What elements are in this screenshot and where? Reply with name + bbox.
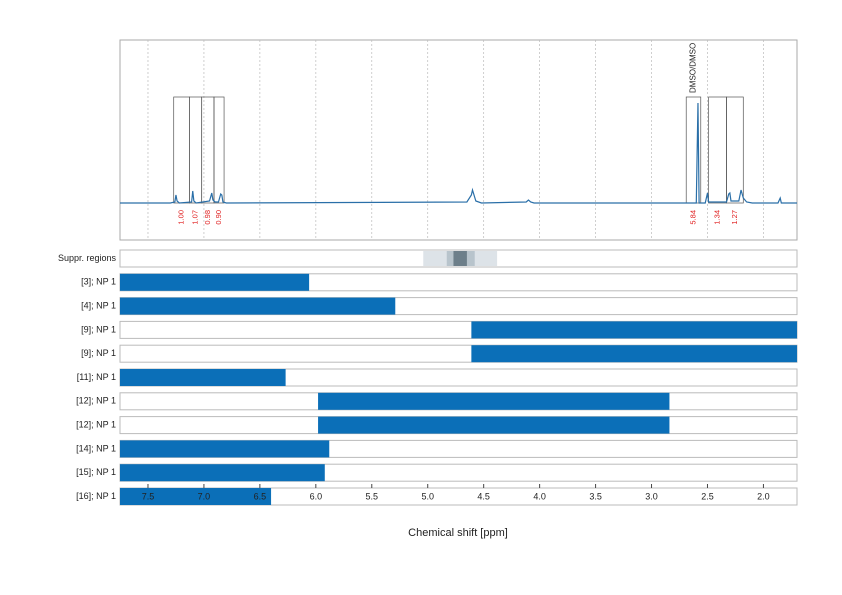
range-bar xyxy=(120,273,310,291)
integral-label: 1.34 xyxy=(713,210,722,225)
range-bar xyxy=(471,321,797,339)
x-tick-label: 5.5 xyxy=(366,491,379,501)
integral-region xyxy=(726,96,744,204)
integral-region xyxy=(189,96,203,204)
integral-region xyxy=(213,96,225,204)
integral-label: 1.27 xyxy=(730,210,739,225)
annotation: DMSO/DMSO xyxy=(689,43,698,93)
integral-label: 5.84 xyxy=(688,210,697,225)
row-label: [4]; NP 1 xyxy=(81,300,116,310)
range-bar xyxy=(120,488,272,505)
x-tick-label: 4.5 xyxy=(477,491,490,501)
integral-label: 0.98 xyxy=(203,210,212,225)
row-label: [11]; NP 1 xyxy=(77,372,116,382)
integral-region xyxy=(708,96,727,204)
x-tick-label: 5.0 xyxy=(421,491,434,501)
suppressed-region xyxy=(453,251,467,266)
integral-region xyxy=(201,96,215,204)
x-tick-label: 6.5 xyxy=(254,491,267,501)
x-tick-label: 4.0 xyxy=(533,491,546,501)
row-label: [9]; NP 1 xyxy=(81,324,116,334)
x-tick-label: 3.5 xyxy=(589,491,602,501)
range-bar xyxy=(318,416,670,434)
row-label: [14]; NP 1 xyxy=(76,443,116,453)
x-tick-label: 3.0 xyxy=(645,491,658,501)
integral-label: 0.90 xyxy=(214,210,223,225)
integral-label: 1.00 xyxy=(177,210,186,225)
row-label: [12]; NP 1 xyxy=(76,396,116,406)
range-bar xyxy=(120,369,286,386)
x-axis-label: Chemical shift [ppm] xyxy=(408,527,508,539)
range-bar xyxy=(120,464,325,482)
row-label: [16]; NP 1 xyxy=(76,491,116,501)
x-tick-label: 7.5 xyxy=(142,491,155,501)
range-bar xyxy=(471,345,797,363)
range-bar xyxy=(120,297,396,315)
x-tick-label: 2.5 xyxy=(701,491,714,501)
row-label: Suppr. regions xyxy=(58,253,117,263)
row-label: [12]; NP 1 xyxy=(76,419,116,429)
row-label: [15]; NP 1 xyxy=(76,467,116,477)
row-label: [9]; NP 1 xyxy=(81,348,116,358)
range-bar xyxy=(120,440,330,458)
row-label: [3]; NP 1 xyxy=(81,277,116,287)
x-tick-label: 6.0 xyxy=(310,491,323,501)
x-tick-label: 7.0 xyxy=(198,491,211,501)
integral-label: 1.07 xyxy=(191,210,200,225)
spectrum-frame xyxy=(119,39,798,241)
x-tick-label: 2.0 xyxy=(757,491,770,501)
range-bar xyxy=(318,392,670,410)
integral-region xyxy=(173,96,190,204)
spectrum-line xyxy=(120,102,797,204)
